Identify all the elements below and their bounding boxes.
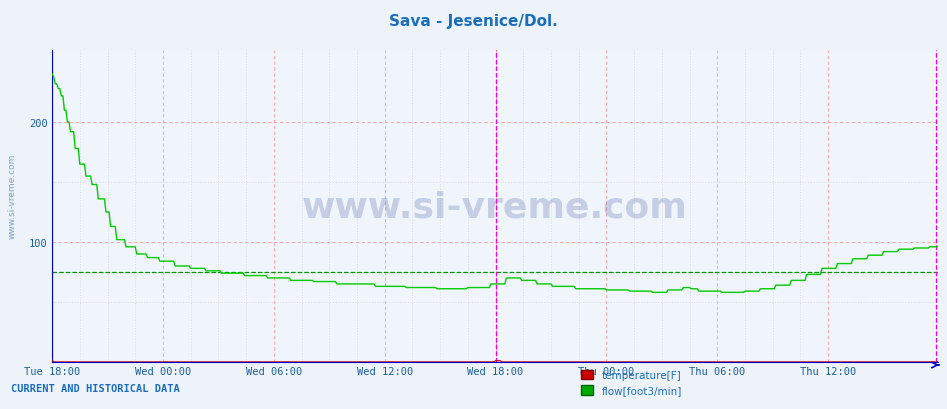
Legend: temperature[F], flow[foot3/min]: temperature[F], flow[foot3/min] (577, 366, 687, 400)
Text: www.si-vreme.com: www.si-vreme.com (302, 190, 688, 223)
Text: www.si-vreme.com: www.si-vreme.com (8, 154, 17, 239)
Text: CURRENT AND HISTORICAL DATA: CURRENT AND HISTORICAL DATA (11, 383, 180, 393)
Text: Sava - Jesenice/Dol.: Sava - Jesenice/Dol. (389, 14, 558, 29)
